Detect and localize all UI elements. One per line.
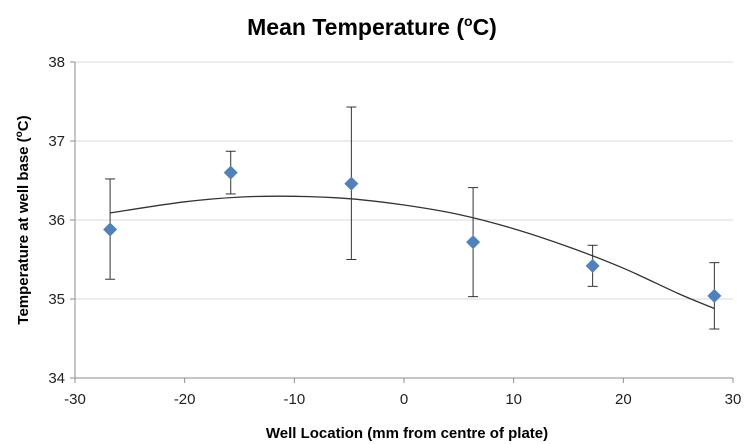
chart-title: Mean Temperature (oC) (247, 13, 497, 40)
x-tick-label: 10 (505, 391, 522, 408)
error-bars (105, 106, 720, 330)
y-tick-label: 37 (48, 133, 65, 150)
data-point-marker (466, 235, 481, 250)
x-tick-label: 0 (400, 391, 408, 408)
x-tick-label: 20 (615, 391, 632, 408)
data-point-marker (707, 288, 722, 303)
x-tick-labels: -30 -20 -10 0 10 20 30 (64, 391, 741, 408)
x-axis-label: Well Location (mm from centre of plate) (266, 425, 548, 442)
trendline (109, 195, 715, 310)
y-tick-labels: 34 35 36 37 38 (48, 54, 65, 387)
y-tick-label: 38 (48, 54, 65, 71)
data-point-marker (223, 165, 238, 180)
gridlines (75, 61, 733, 300)
x-tick-label: -30 (64, 391, 86, 408)
data-point-marker (344, 176, 359, 191)
data-point-marker (103, 222, 118, 237)
x-tick-label: -10 (283, 391, 305, 408)
y-axis-label: Temperature at well base (oC) (14, 115, 32, 324)
axes (70, 61, 734, 383)
x-tick-label: 30 (725, 391, 742, 408)
x-tick-label: -20 (174, 391, 196, 408)
y-tick-label: 36 (48, 212, 65, 229)
y-tick-label: 34 (48, 370, 65, 387)
data-point-marker (585, 258, 600, 273)
data-markers (103, 165, 722, 303)
y-tick-label: 35 (48, 291, 65, 308)
